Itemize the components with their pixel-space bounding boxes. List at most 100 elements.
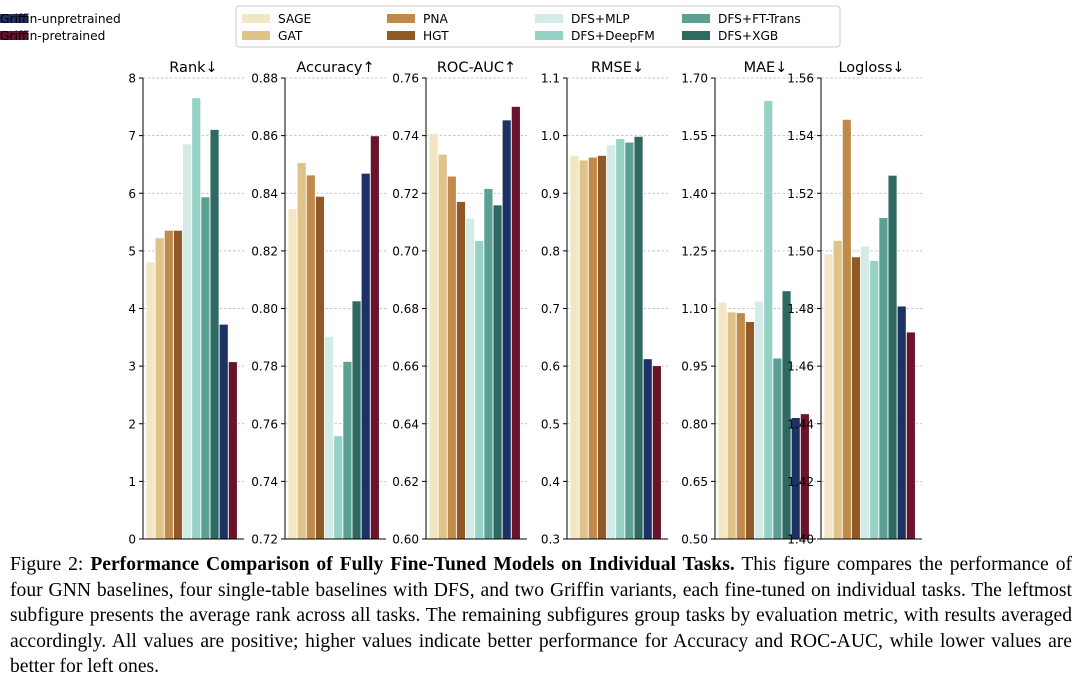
bar [325,336,334,539]
bar [870,260,879,539]
bar [727,312,736,539]
subplot-title: MAE↓ [744,60,788,76]
bar [511,106,520,539]
subplot: 0.3 0.4 0.5 0.6 0.7 0.8 0.9 1.0 1.1 RMSE↓ [541,60,668,547]
y-tick-label: 0.4 [541,475,560,489]
bar [297,162,306,539]
bar [219,324,228,539]
y-tick-label: 1.52 [787,187,814,201]
legend-swatch [682,31,710,40]
bar [888,175,897,539]
bar [466,218,475,540]
caption-title: Performance Comparison of Fully Fine-Tun… [90,554,735,575]
y-tick-label: 0.8 [541,244,560,258]
bar [842,119,851,539]
legend-item: DFS+FT-Trans [682,12,801,26]
legend: SAGE GAT PNA HGT DFS+MLP DFS+DeepFM DFS+FT-Tra… [0,5,841,48]
y-tick-label: 0.82 [251,244,278,258]
y-tick-label: 0.60 [392,533,419,547]
bar [343,361,352,539]
bar [625,142,634,540]
y-tick-label: 1.56 [787,72,814,86]
y-tick-label: 0.68 [392,302,419,316]
y-tick-label: 1.50 [787,244,814,258]
y-tick-label: 1.55 [681,129,708,143]
legend-label: HGT [423,29,449,43]
bar [906,332,915,539]
bar [773,358,782,539]
legend-label: DFS+DeepFM [571,29,655,43]
y-tick-label: 0.95 [681,360,708,374]
legend-item: DFS+DeepFM [535,29,655,43]
subplot-title: ROC-AUC↑ [437,60,516,76]
bar [897,306,906,539]
bar [833,240,842,539]
bar [201,197,210,539]
legend-swatch [387,14,415,23]
y-tick-label: 1.46 [787,360,814,374]
legend-swatch [535,14,563,23]
bar [210,129,219,540]
bar [164,230,173,540]
subplot: 0.50 0.65 0.80 0.95 1.10 1.25 1.40 1.55 1.70 MAE↓ [681,60,816,547]
y-tick-label: 1.54 [787,129,814,143]
y-tick-label: 0.76 [392,72,419,86]
bar [146,262,155,539]
bar [861,246,870,539]
bar [597,155,607,539]
bar [607,145,616,539]
y-tick-label: 0.74 [251,475,278,489]
legend-label: GAT [278,29,303,43]
y-tick-label: 0.80 [251,302,278,316]
legend-swatch [0,14,28,23]
bar [306,175,315,540]
bar [755,301,764,539]
y-tick-label: 0.70 [392,244,419,258]
legend-item: Griffin-unpretrained [0,12,121,26]
y-tick-label: 1.25 [681,244,708,258]
bar [475,241,484,540]
y-tick-label: 1.44 [787,417,814,431]
y-tick-label: 1.1 [541,72,560,86]
legend-swatch [387,31,415,40]
subplot-title: RMSE↓ [591,60,644,76]
y-tick-label: 7 [128,129,136,143]
subplots: 012345678Rank↓0.720.740.760.780.800.820.… [128,60,922,547]
subplot: 0.60 0.62 0.64 0.66 0.68 0.70 0.72 0.74 0.76 ROC-… [392,60,527,547]
bar [334,436,343,539]
caption-label: Figure 2: [10,554,84,575]
bar [745,321,755,539]
y-tick-label: 0.88 [251,72,278,86]
y-tick-label: 0.3 [541,533,560,547]
legend-swatch [242,31,270,40]
y-tick-label: 0.76 [251,417,278,431]
subplot: 0 1 2 3 4 5 6 7 8 Rank↓ [128,60,244,547]
y-tick-label: 1.42 [787,475,814,489]
y-tick-label: 1 [128,475,136,489]
y-tick-label: 0.72 [392,187,419,201]
legend-item: PNA [387,12,448,26]
y-tick-label: 1.70 [681,72,708,86]
bar [579,160,588,539]
bar [352,301,361,539]
bar [438,154,447,540]
y-tick-label: 0.5 [541,417,560,431]
bar [782,291,791,539]
y-tick-label: 4 [128,302,136,316]
y-tick-label: 1.40 [681,187,708,201]
bar [192,98,201,539]
bar [736,313,745,539]
bar [456,201,466,540]
y-tick-label: 0.50 [681,533,708,547]
subplot: 1.40 1.42 1.44 1.46 1.48 1.50 1.52 1.54 1.56 Logl… [787,60,922,547]
legend-swatch [535,31,563,40]
legend-label: PNA [423,12,448,26]
bar [718,302,727,539]
y-tick-label: 0.80 [681,417,708,431]
bar [634,136,643,539]
bar [800,414,809,539]
caption-body: This figure compares the performance of … [10,554,1073,677]
y-tick-label: 8 [128,72,136,86]
bar [588,157,597,539]
legend-label: DFS+XGB [718,29,778,43]
